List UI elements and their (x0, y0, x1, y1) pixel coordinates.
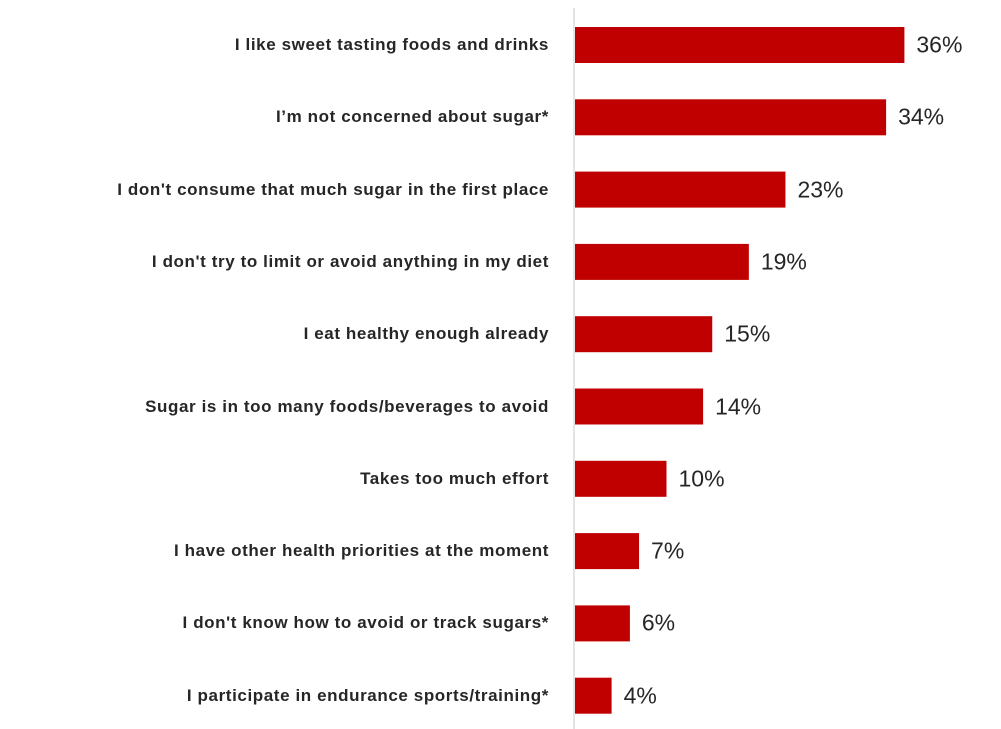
bar (575, 243, 749, 280)
value-label: 6% (641, 609, 676, 636)
category-label: I don't know how to avoid or track sugar… (182, 613, 549, 633)
bar (575, 99, 887, 136)
value-label: 15% (724, 320, 771, 347)
value-label: 4% (623, 682, 657, 709)
category-label: Sugar is in too many foods/beverages to … (145, 396, 549, 416)
bar (575, 605, 630, 642)
value-label: 14% (715, 393, 762, 419)
category-label: Takes too much effort (360, 468, 549, 488)
category-label: I don't consume that much sugar in the f… (117, 179, 549, 199)
bar (575, 316, 713, 353)
category-label: I have other health priorities at the mo… (174, 541, 549, 561)
bar (575, 388, 704, 425)
category-label: I don't try to limit or avoid anything i… (151, 251, 549, 271)
value-label: 34% (898, 103, 945, 130)
value-label: 23% (797, 176, 844, 203)
value-label: 36% (916, 31, 963, 58)
bar (575, 677, 612, 714)
bar (575, 460, 667, 497)
value-label: 19% (760, 248, 807, 275)
bar (575, 533, 640, 570)
value-label: 7% (651, 537, 685, 564)
bar (575, 171, 786, 208)
category-label: I eat healthy enough already (303, 324, 549, 344)
value-label: 10% (678, 465, 725, 492)
category-label: I like sweet tasting foods and drinks (234, 35, 549, 54)
category-label: I participate in endurance sports/traini… (186, 685, 549, 705)
bar (575, 27, 905, 63)
category-label: I’m not concerned about sugar* (275, 107, 549, 127)
